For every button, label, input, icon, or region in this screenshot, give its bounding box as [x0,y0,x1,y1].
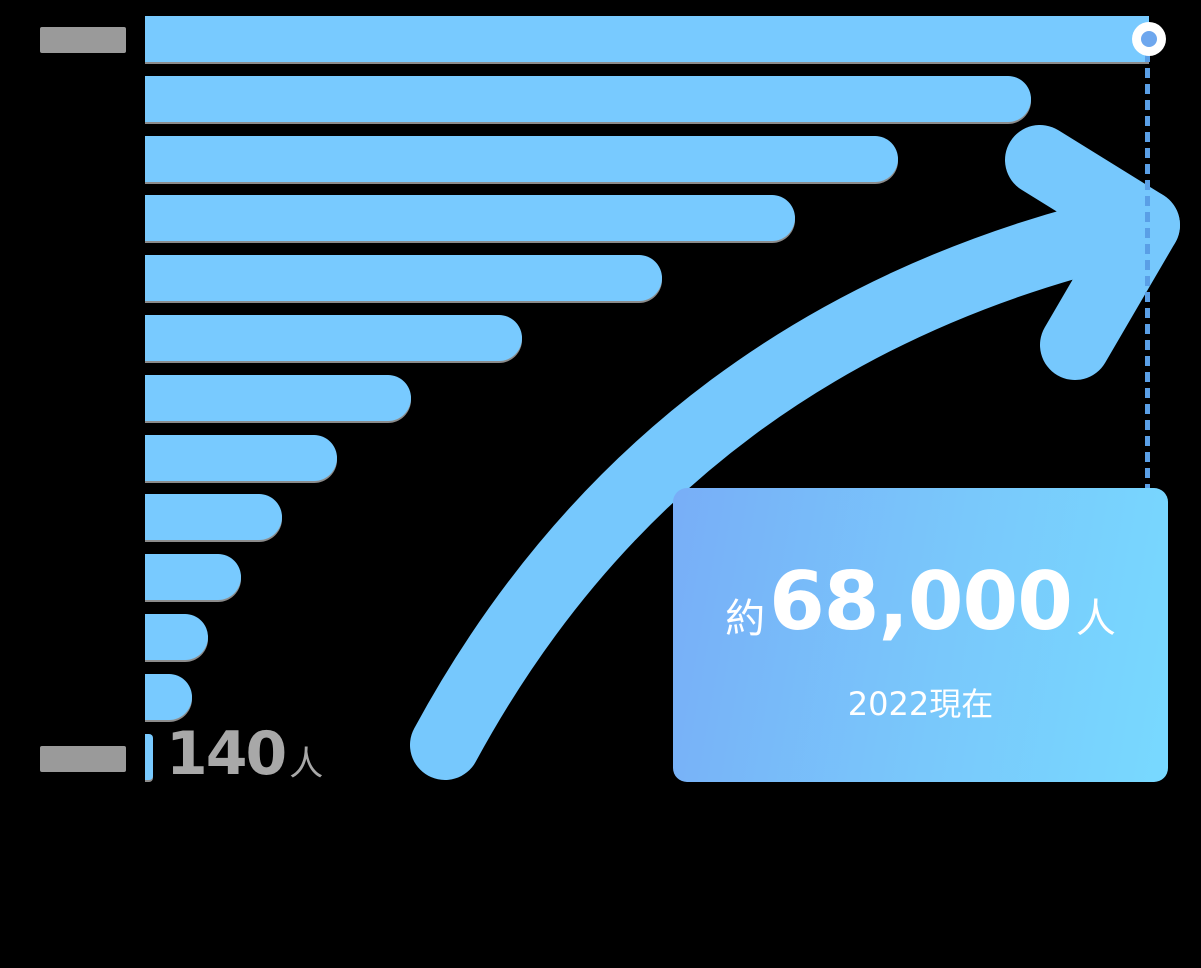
callout-main: 約 68,000 人 [673,558,1168,646]
bar-5 [145,255,662,302]
marker-dot [1141,31,1157,47]
bar-2 [145,75,1031,122]
callout-value: 68,000 [769,555,1073,648]
bar-11 [145,614,209,660]
first-value-unit: 人 [289,744,324,784]
bar-6 [145,315,522,361]
bar-7 [145,374,411,421]
bar-13 [145,733,153,780]
bar-12 [145,673,193,720]
bar-9 [145,494,283,541]
first-value-label: 140 人 [166,724,323,784]
callout-box: 約 68,000 人 2022現在 [673,488,1168,782]
bar-4 [145,195,795,242]
bar-1 [145,16,1149,62]
bar-8 [145,434,337,481]
callout-unit: 人 [1075,596,1116,642]
bar-10 [145,554,241,601]
bottom-year-label [40,746,126,772]
top-year-label [40,27,126,53]
callout-date: 2022現在 [847,685,994,723]
dashed-connector [1145,52,1150,494]
marker-circle-icon [1132,22,1166,56]
callout-prefix: 約 [725,596,766,642]
first-value-number: 140 [166,719,287,789]
bar-3 [145,135,898,182]
